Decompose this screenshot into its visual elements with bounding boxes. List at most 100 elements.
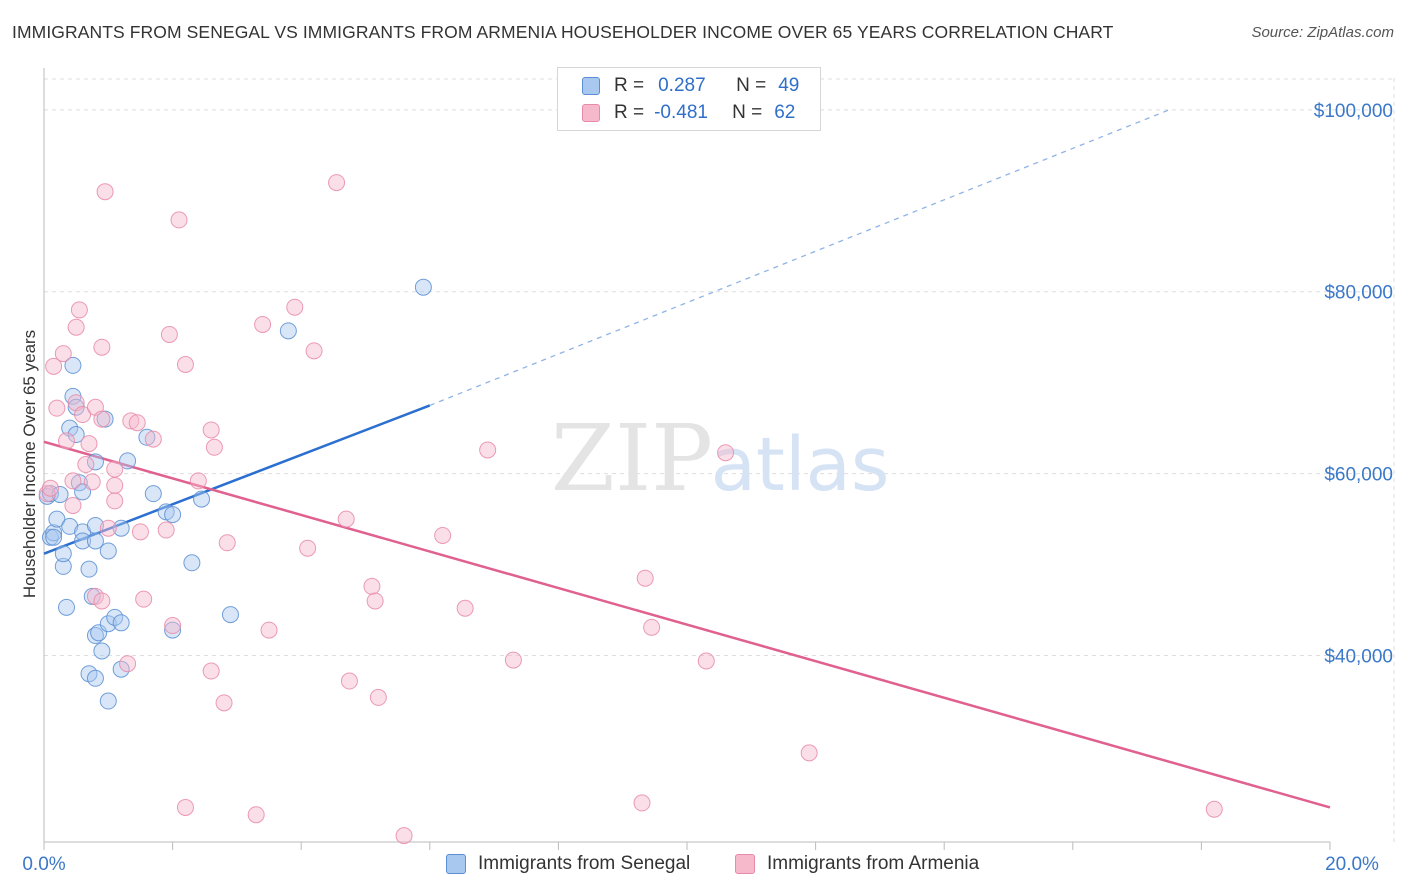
legend-row-senegal: R = 0.287 N = 49 (582, 74, 799, 98)
y-axis-label: Householder Income Over 65 years (20, 330, 39, 598)
armenia-point-6 (64, 472, 82, 490)
senegal-point-14 (67, 426, 85, 444)
armenia-point-27 (128, 414, 146, 432)
armenia-point-0 (38, 485, 56, 503)
armenia-point-48 (305, 342, 323, 360)
armenia-point-7 (64, 496, 82, 514)
armenia-point-12 (77, 456, 95, 474)
watermark: ZIP atlas (551, 405, 890, 512)
senegal-point-4 (48, 510, 66, 528)
y-tick-label-3: $100,000 (1314, 101, 1393, 122)
armenia-point-40 (205, 438, 223, 456)
armenia-point-28 (131, 523, 149, 541)
senegal-point-9 (61, 517, 79, 535)
senegal-point-47 (414, 278, 432, 296)
senegal-point-28 (93, 642, 111, 660)
senegal-legend-swatch (446, 854, 466, 874)
armenia-point-9 (67, 318, 85, 336)
armenia-point-43 (247, 806, 265, 824)
senegal-point-23 (86, 532, 104, 550)
y-tick-label-1: $60,000 (1324, 465, 1393, 486)
armenia-point-21 (99, 519, 117, 537)
armenia-point-31 (157, 521, 175, 539)
legend-row-armenia: R = -0.481 N = 62 (582, 101, 795, 125)
armenia-point-56 (434, 526, 452, 544)
armenia-point-35 (176, 798, 194, 816)
senegal-point-22 (86, 516, 104, 534)
x-tick-label-1: 20.0% (1325, 854, 1379, 875)
senegal-point-36 (112, 519, 130, 537)
armenia-point-5 (58, 432, 76, 450)
senegal-point-11 (64, 356, 82, 374)
armenia-point-41 (215, 694, 233, 712)
armenia-point-44 (254, 315, 272, 333)
chart-title: IMMIGRANTS FROM SENEGAL VS IMMIGRANTS FR… (12, 22, 1114, 42)
source-note: Source: ZipAtlas.com (1251, 24, 1394, 41)
armenia-point-66 (1205, 800, 1223, 818)
senegal-r-label: R = (614, 75, 645, 96)
armenia-point-65 (800, 744, 818, 762)
series-legend-senegal: Immigrants from Senegal (446, 852, 690, 876)
armenia-point-20 (96, 183, 114, 201)
y-tick-label-2: $80,000 (1324, 283, 1393, 304)
armenia-swatch (582, 104, 600, 122)
senegal-point-32 (99, 692, 117, 710)
armenia-point-4 (54, 345, 72, 363)
armenia-trend-line (43, 440, 1331, 809)
senegal-point-44 (193, 490, 211, 508)
armenia-point-24 (106, 460, 124, 478)
armenia-point-22 (106, 476, 124, 494)
armenia-point-60 (633, 794, 651, 812)
series-legend-armenia: Immigrants from Armenia (735, 852, 979, 876)
armenia-point-42 (218, 534, 236, 552)
armenia-point-64 (717, 444, 735, 462)
armenia-legend-swatch (735, 854, 755, 874)
senegal-point-19 (80, 560, 98, 578)
senegal-legend-label: Immigrants from Senegal (478, 853, 691, 874)
senegal-point-13 (67, 398, 85, 416)
senegal-point-30 (99, 542, 117, 560)
armenia-point-58 (479, 441, 497, 459)
armenia-point-38 (202, 421, 220, 439)
armenia-point-50 (337, 510, 355, 528)
armenia-point-34 (170, 211, 188, 229)
armenia-n-value: 62 (774, 102, 796, 123)
senegal-point-41 (164, 621, 182, 639)
armenia-point-63 (697, 652, 715, 670)
senegal-point-6 (54, 557, 72, 575)
armenia-point-23 (106, 492, 124, 510)
armenia-point-29 (135, 590, 153, 608)
senegal-point-8 (58, 598, 76, 616)
armenia-point-61 (636, 569, 654, 587)
senegal-point-5 (51, 486, 69, 504)
data-points (38, 174, 1223, 845)
armenia-point-47 (299, 539, 317, 557)
senegal-point-48 (45, 528, 63, 546)
senegal-point-38 (138, 428, 156, 446)
armenia-point-26 (122, 412, 140, 430)
armenia-point-13 (80, 435, 98, 453)
armenia-point-33 (164, 617, 182, 635)
armenia-point-30 (144, 430, 162, 448)
armenia-point-59 (504, 651, 522, 669)
armenia-point-54 (369, 688, 387, 706)
armenia-point-25 (119, 655, 137, 673)
armenia-r-value: -0.481 (654, 102, 708, 123)
armenia-point-19 (93, 592, 111, 610)
armenia-point-17 (93, 410, 111, 428)
armenia-point-55 (395, 827, 413, 845)
armenia-point-62 (643, 618, 661, 636)
armenia-point-51 (340, 672, 358, 690)
armenia-point-46 (286, 298, 304, 316)
senegal-point-31 (99, 615, 117, 633)
senegal-swatch (582, 77, 600, 95)
senegal-point-7 (54, 545, 72, 563)
armenia-r-label: R = (614, 102, 645, 123)
axes (43, 68, 1331, 850)
senegal-point-25 (86, 669, 104, 687)
armenia-point-57 (456, 599, 474, 617)
armenia-point-53 (366, 592, 384, 610)
senegal-r-value: 0.287 (658, 75, 706, 96)
senegal-point-18 (74, 532, 92, 550)
armenia-point-37 (189, 472, 207, 490)
